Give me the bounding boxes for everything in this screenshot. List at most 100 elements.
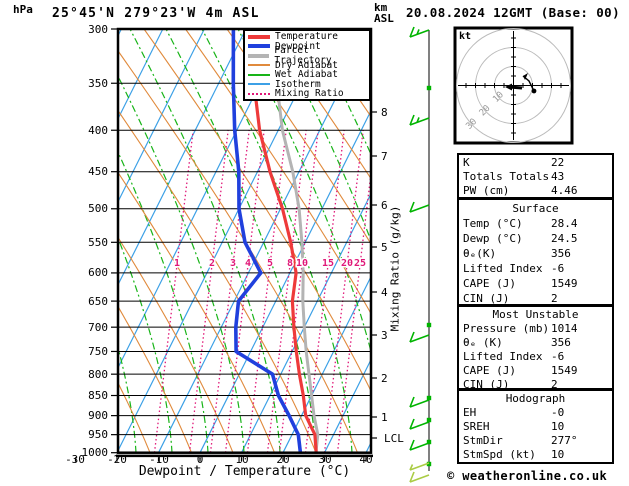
pressure-tick-label: 550 [88, 236, 108, 249]
table-title: Surface [512, 202, 559, 215]
isotherm-line [323, 358, 371, 453]
table-row: CIN (J) 2 [459, 378, 612, 392]
pressure-tick-label: 350 [88, 77, 108, 90]
mixing-ratio-value-label: 4 [245, 258, 251, 269]
table-row-label: Lifted Index [463, 350, 543, 363]
pressure-tick-label: 500 [88, 202, 108, 215]
copyright: © weatheronline.co.uk [447, 469, 608, 483]
altitude-tick-label: 6 [381, 199, 388, 212]
legend-label: Temperature [275, 31, 338, 42]
pressure-tick-label: 900 [88, 409, 108, 422]
table-row: EH -0 [459, 406, 612, 420]
table-row-label: StmSpd (kt) [463, 448, 536, 461]
table-row-label: Temp (°C) [463, 217, 523, 230]
dry-adiabat-line [118, 236, 234, 453]
mixing-ratio-value-label: 2 [209, 258, 215, 269]
indices-table: K 22 Totals Totals 43 PW (cm) 4.46 [457, 153, 614, 199]
mixing-ratio-line [323, 129, 364, 453]
legend-swatch-isotherm [248, 83, 270, 86]
table-row: PW (cm) 4.46 [459, 184, 612, 198]
isotherm-line [118, 29, 247, 287]
legend-label: Isotherm [275, 78, 321, 90]
table-row: StmDir 277° [459, 434, 612, 448]
table-row: Pressure (mb) 1014 [459, 322, 612, 336]
table-row-value: 28.4 [551, 217, 578, 230]
mixing-ratio-value-label: 1 [174, 258, 180, 269]
pressure-tick-label: 750 [88, 345, 108, 358]
table-row-value: 1014 [551, 322, 578, 335]
table-row: K 22 [459, 156, 612, 170]
dry-adiabat-line [268, 29, 371, 180]
mixing-ratio-value-label: 20 [341, 258, 353, 269]
wind-level-dot [426, 461, 432, 467]
table-row: θₑ (K) 356 [459, 336, 612, 350]
x-axis-label: Dewpoint / Temperature (°C) [138, 464, 351, 479]
table-row-label: K [463, 156, 470, 169]
pressure-tick-label: 300 [88, 23, 108, 36]
mixing-ratio-line [188, 129, 229, 453]
temperature-curve [244, 29, 318, 454]
wind-barb [409, 439, 430, 451]
temperature-tick-label: 10 [235, 453, 249, 466]
pressure-tick-label: 950 [88, 428, 108, 441]
table-row: CIN (J) 2 [459, 291, 612, 306]
wind-level-dot [426, 417, 432, 423]
pressure-tick-label: 650 [88, 295, 108, 308]
table-row-value: -6 [551, 262, 565, 275]
mixing-ratio-line [266, 129, 307, 453]
mixing-ratio-line [153, 129, 194, 453]
hodograph-origin-dot [531, 88, 537, 94]
pressure-tick-label: 600 [88, 266, 108, 279]
legend-item: Parcel Trajectory [248, 46, 369, 65]
table-row-label: CAPE (J) [463, 364, 516, 377]
lcl-label: LCL [384, 432, 404, 445]
dry-adiabat-line [118, 305, 193, 453]
table-row-label: StmDir [463, 434, 503, 447]
altitude-tick-label: 5 [381, 241, 388, 254]
isotherm-line [240, 192, 371, 453]
table-row: Dewp (°C) 24.5 [459, 231, 612, 246]
mixing-ratio-line [336, 167, 371, 453]
legend: Temperature Dewpoint Parcel Trajectory Dry … [243, 29, 371, 101]
table-row-label: Totals Totals [463, 170, 550, 183]
surface-table: Surface Temp (°C) 28.4 Dewp (°C) 24.5 θₑ(K) 35… [457, 198, 614, 306]
wind-barb [409, 201, 430, 213]
altitude-tick-label: 7 [381, 150, 388, 163]
wind-barb [409, 26, 430, 38]
mixing-ratio-line [246, 129, 287, 453]
table-row: Lifted Index -6 [459, 261, 612, 276]
mixing-ratio-value-label: 3 [230, 258, 236, 269]
pressure-tick-label: 700 [88, 321, 108, 334]
skewt-grid: 1 2 3 4 5 8 10 15 20 25 [118, 29, 371, 454]
dry-adiabat-line [118, 381, 151, 453]
mixing-ratio-value-label: 8 [287, 258, 293, 269]
table-row: Temp (°C) 28.4 [459, 216, 612, 231]
pressure-axis-unit: hPa [13, 3, 33, 16]
mixing-ratio-line [278, 129, 319, 453]
wind-barb [409, 418, 430, 430]
temperature-tick-label: -10 [149, 453, 169, 466]
table-row-value: 10 [551, 448, 565, 461]
table-row-value: 277° [551, 434, 578, 447]
table-row-value: 1549 [551, 364, 578, 377]
table-row-value: -6 [551, 350, 565, 363]
table-title: Most Unstable [492, 308, 579, 321]
legend-item: Wet Adiabat [248, 70, 369, 80]
isotherm-line [199, 109, 371, 453]
legend-swatch-mixing-ratio [248, 92, 270, 95]
temperature-tick-label: 0 [196, 453, 204, 466]
table-row: StmSpd (kt) 10 [459, 448, 612, 462]
table-row-label: Pressure (mb) [463, 322, 550, 335]
table-row-value: 4.46 [551, 184, 578, 197]
parcel-trajectory-curve [269, 29, 320, 454]
table-row-label: θₑ (K) [463, 336, 503, 349]
legend-item: Isotherm [248, 78, 369, 90]
dry-adiabat-line [118, 49, 359, 453]
mixing-ratio-line [209, 129, 250, 453]
hodograph-unit-label: kt [459, 31, 472, 42]
wind-barb [409, 462, 430, 471]
dry-adiabat-line [185, 29, 371, 315]
legend-label: Mixing Ratio [275, 88, 344, 99]
